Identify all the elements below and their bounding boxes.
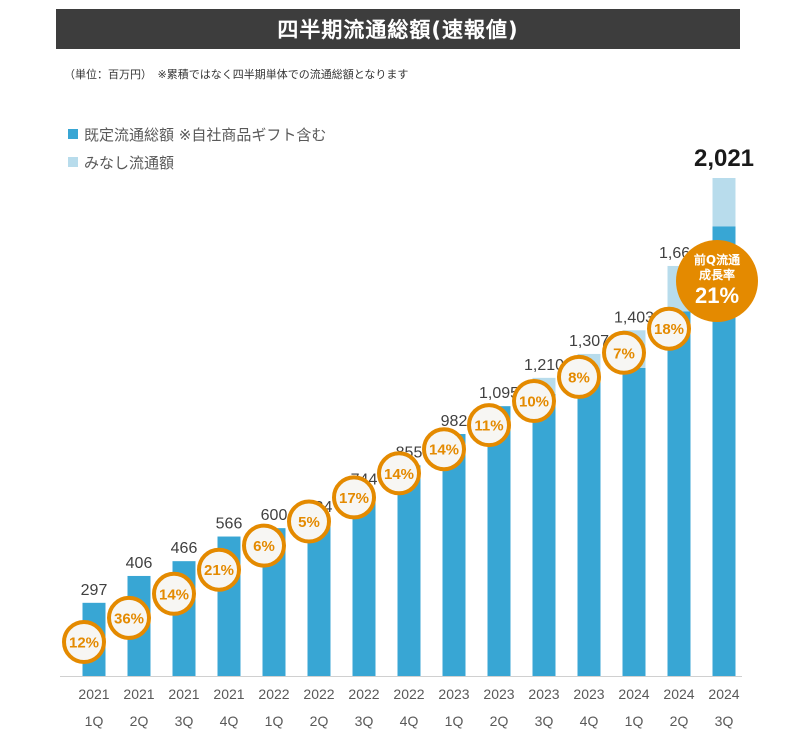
growth-label: 36% xyxy=(114,610,144,627)
growth-circle xyxy=(62,620,106,664)
growth-circle xyxy=(422,427,466,472)
bar-primary xyxy=(622,367,646,676)
x-tick-quarter: 1Q xyxy=(85,713,104,729)
bar-total-label: 1,210 xyxy=(524,357,564,374)
legend-swatch-secondary xyxy=(68,157,78,167)
legend-item-secondary: みなし流通額 xyxy=(68,148,326,176)
callout-line1: 前Q流通 xyxy=(693,253,741,267)
x-tick-year: 2022 xyxy=(258,686,289,702)
bar-total-label: 466 xyxy=(171,540,198,557)
x-tick-quarter: 3Q xyxy=(715,713,734,729)
bar-primary xyxy=(487,406,511,676)
growth-label: 6% xyxy=(253,538,275,555)
callout-line2: 成長率 xyxy=(698,268,735,282)
bar-total-label: 1,403 xyxy=(614,309,654,326)
x-tick-quarter: 2Q xyxy=(670,713,689,729)
callout-value: 21% xyxy=(694,283,740,308)
growth-label: 14% xyxy=(159,586,189,603)
x-tick-quarter: 1Q xyxy=(445,713,464,729)
x-tick-year: 2024 xyxy=(663,686,694,702)
bar-primary xyxy=(352,492,376,676)
x-tick-year: 2023 xyxy=(573,686,604,702)
bar-total-label: 566 xyxy=(216,516,243,533)
x-tick-year: 2022 xyxy=(348,686,379,702)
growth-label: 8% xyxy=(568,369,590,386)
bar-primary xyxy=(712,226,736,677)
growth-circle xyxy=(557,354,601,399)
growth-circle xyxy=(152,571,196,616)
growth-label: 10% xyxy=(519,394,549,411)
growth-circle xyxy=(107,595,151,640)
legend: 既定流通総額 ※自社商品ギフト含む みなし流通額 xyxy=(68,120,326,176)
x-tick-quarter: 4Q xyxy=(400,713,419,729)
growth-label: 5% xyxy=(298,514,320,531)
x-tick-year: 2023 xyxy=(483,686,514,702)
x-tick-quarter: 4Q xyxy=(580,713,599,729)
growth-label: 21% xyxy=(204,562,234,579)
chart-title: 四半期流通総額(速報値) xyxy=(56,9,740,49)
growth-label: 11% xyxy=(474,418,503,435)
bar-primary xyxy=(397,465,421,676)
x-tick-year: 2023 xyxy=(438,686,469,702)
bar-primary xyxy=(532,393,556,676)
x-tick-year: 2022 xyxy=(303,686,334,702)
growth-circle xyxy=(512,379,556,423)
bar-total-label: 1,095 xyxy=(479,385,519,402)
bar-primary xyxy=(307,519,331,676)
growth-circle xyxy=(197,547,241,592)
x-tick-year: 2023 xyxy=(528,686,559,702)
growth-label: 17% xyxy=(339,490,369,507)
bar-total-label: 600 xyxy=(261,507,288,524)
growth-label: 7% xyxy=(613,345,635,362)
x-tick-year: 2024 xyxy=(618,686,649,702)
growth-label: 12% xyxy=(69,635,99,652)
x-tick-year: 2021 xyxy=(123,686,154,702)
bar-total-label: 1,307 xyxy=(569,333,609,350)
x-tick-quarter: 3Q xyxy=(355,713,374,729)
legend-label-primary: 既定流通総額 ※自社商品ギフト含む xyxy=(84,125,327,144)
growth-circle xyxy=(602,330,646,375)
x-tick-year: 2021 xyxy=(78,686,109,702)
x-tick-quarter: 2Q xyxy=(130,713,149,729)
x-tick-year: 2022 xyxy=(393,686,424,702)
legend-item-primary: 既定流通総額 ※自社商品ギフト含む xyxy=(68,120,326,148)
x-tick-year: 2021 xyxy=(213,686,244,702)
x-tick-quarter: 1Q xyxy=(265,713,284,729)
x-tick-year: 2024 xyxy=(708,686,739,702)
growth-label: 14% xyxy=(384,466,414,483)
growth-callout: 前Q流通 成長率 21% xyxy=(676,240,758,322)
x-tick-quarter: 3Q xyxy=(535,713,554,729)
legend-swatch-primary xyxy=(68,129,78,139)
growth-label: 18% xyxy=(654,321,684,338)
unit-note: （単位：百万円） ※累積ではなく四半期単体での流通総額となります xyxy=(64,68,409,81)
growth-circle xyxy=(287,499,331,544)
x-tick-quarter: 4Q xyxy=(220,713,239,729)
bar-primary xyxy=(667,311,691,676)
growth-circle xyxy=(332,475,376,520)
legend-label-secondary: みなし流通額 xyxy=(84,153,175,172)
bar-total-label: 982 xyxy=(441,413,468,430)
growth-circle xyxy=(647,306,691,351)
growth-circle xyxy=(377,451,421,496)
bar-primary xyxy=(442,434,466,676)
bar-total-label: 297 xyxy=(81,582,108,599)
growth-circle xyxy=(242,523,286,568)
bar-primary xyxy=(577,381,601,676)
bar-total-label: 406 xyxy=(126,555,153,572)
growth-circle xyxy=(467,403,511,448)
bar-secondary xyxy=(712,178,736,227)
x-tick-quarter: 3Q xyxy=(175,713,194,729)
x-tick-year: 2021 xyxy=(168,686,199,702)
x-tick-quarter: 2Q xyxy=(490,713,509,729)
x-tick-quarter: 2Q xyxy=(310,713,329,729)
x-tick-quarter: 1Q xyxy=(625,713,644,729)
growth-label: 14% xyxy=(429,442,459,459)
bar-total-label: 2,021 xyxy=(694,145,754,172)
